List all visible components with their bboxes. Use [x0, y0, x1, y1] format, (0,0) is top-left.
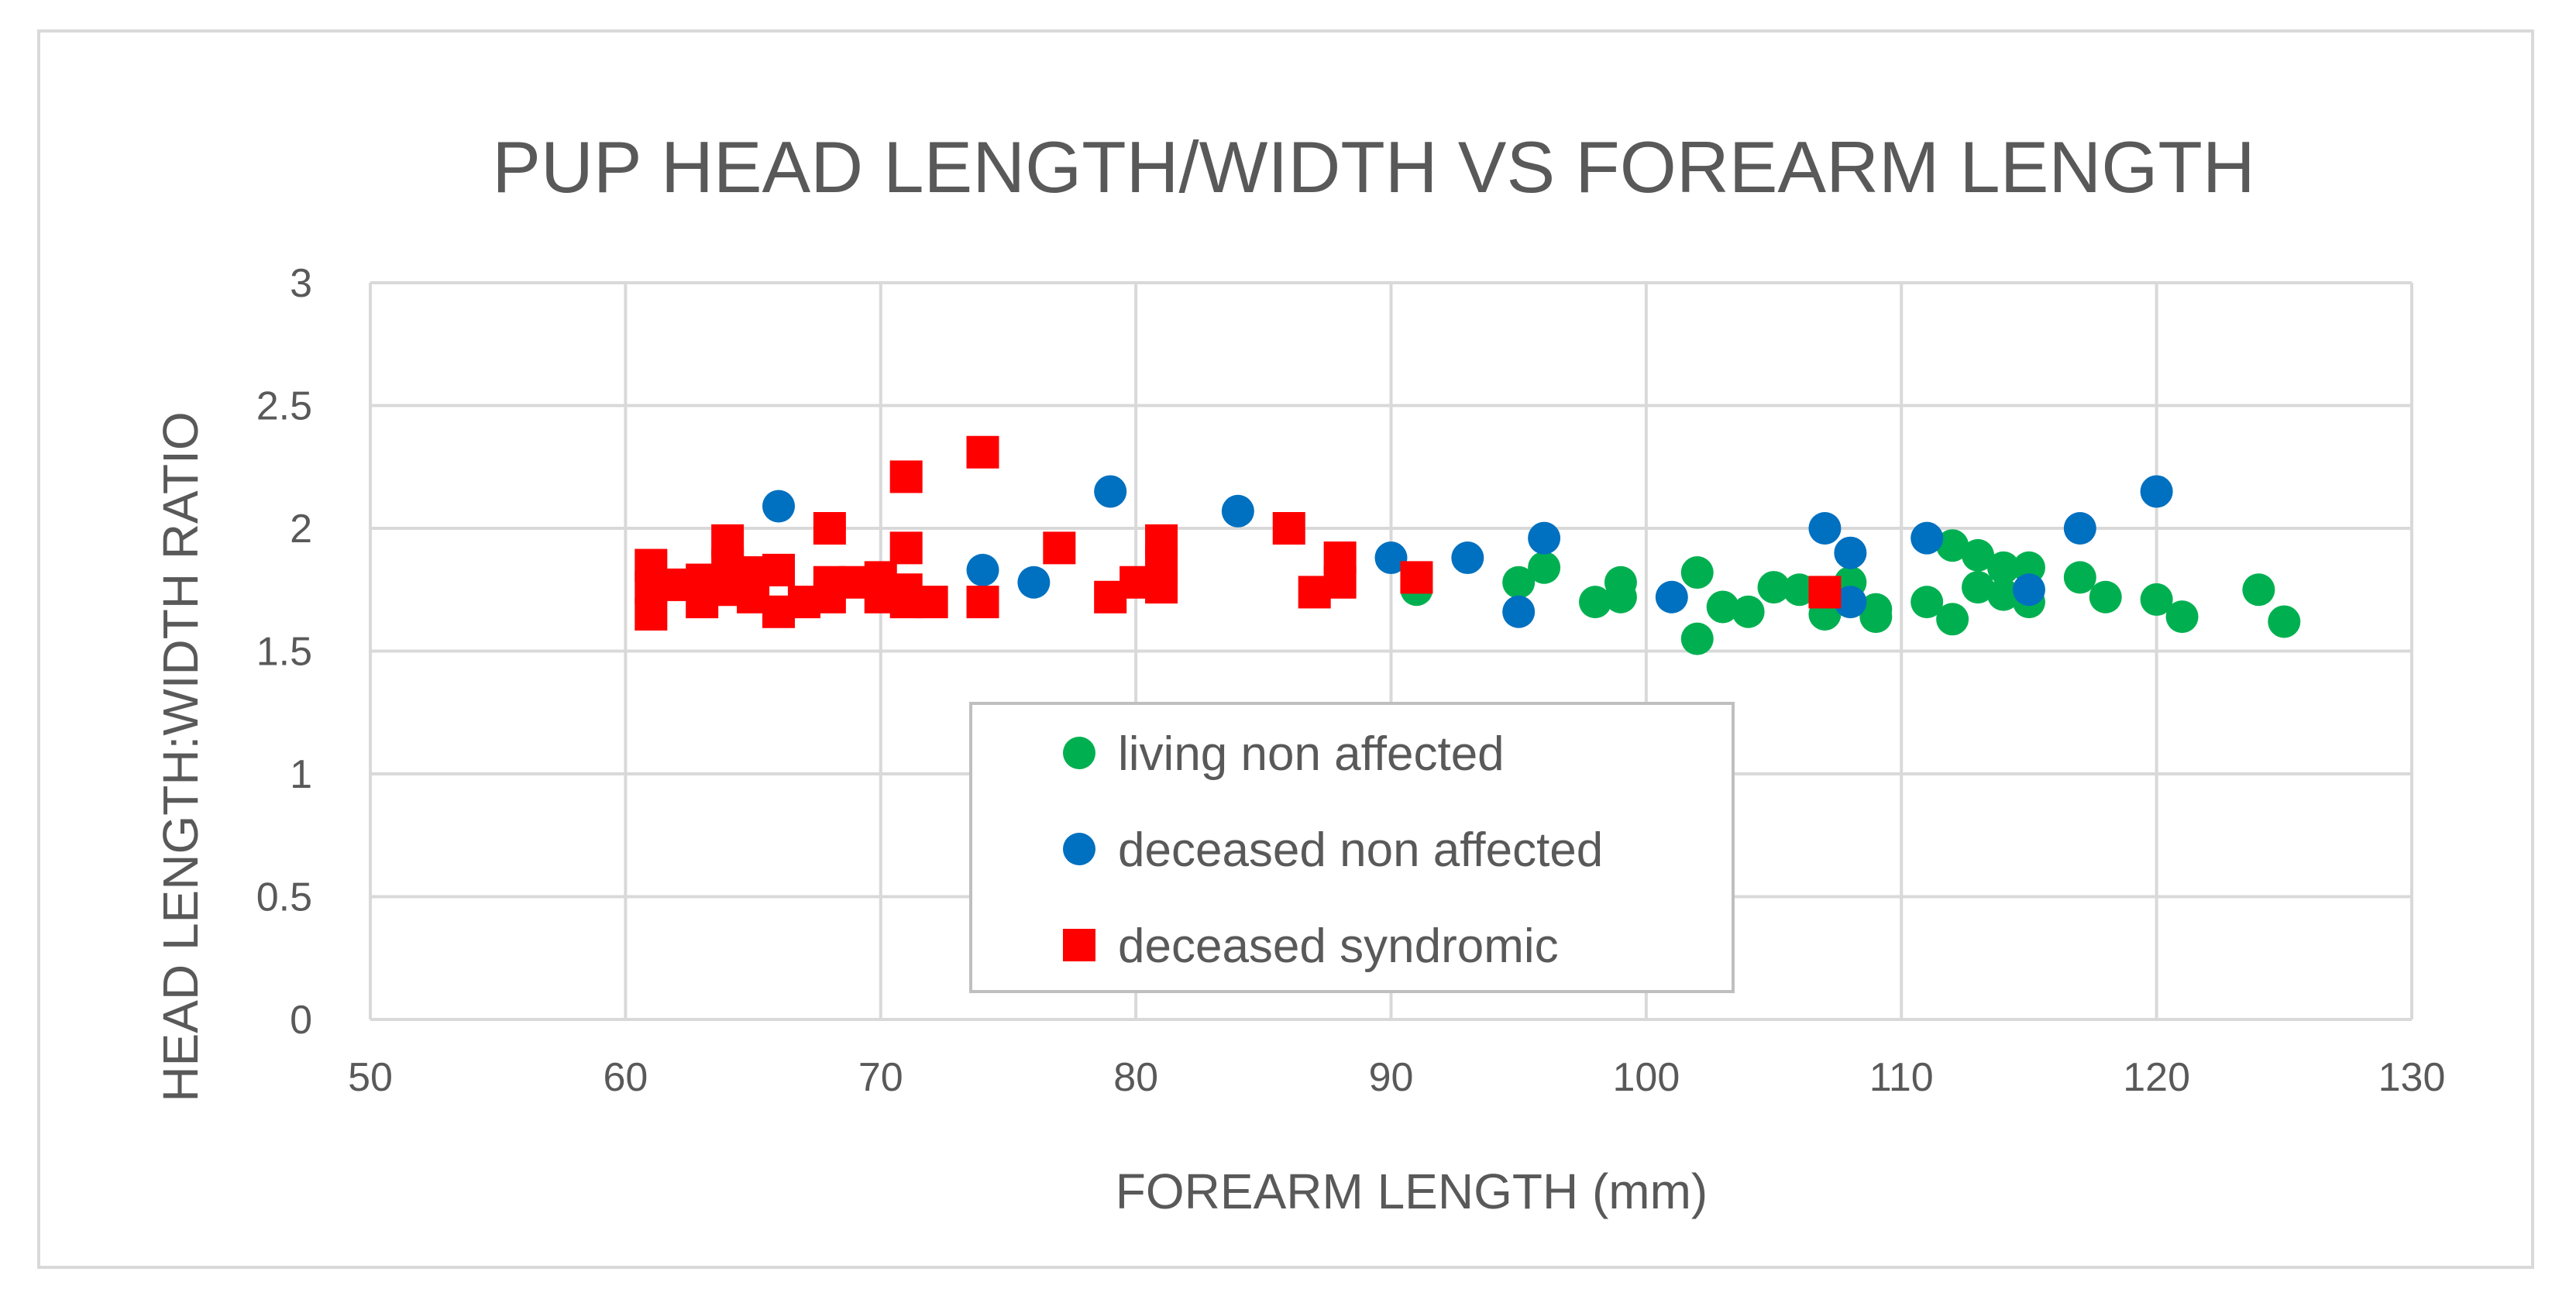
data-point: [1834, 536, 1867, 569]
x-tick-label: 90: [1369, 1055, 1414, 1100]
data-point: [1706, 590, 1739, 624]
plot-points: [635, 435, 2301, 655]
x-tick-label: 60: [603, 1055, 648, 1100]
data-point: [1043, 531, 1076, 565]
y-axis-title: HEAD LENGTH:WIDTH RATIO: [153, 411, 208, 1102]
y-tick-label: 2: [290, 507, 312, 552]
data-point: [1911, 586, 1944, 619]
chart-frame: [37, 29, 2534, 1269]
data-point: [1323, 565, 1357, 599]
legend-label: living non affected: [1118, 727, 1505, 781]
legend-marker: [1063, 833, 1095, 865]
data-point: [1502, 565, 1536, 599]
y-tick-label: 0: [290, 998, 312, 1043]
data-point: [2063, 512, 2096, 545]
legend: living non affected deceased non affected…: [969, 702, 1735, 993]
data-point: [966, 586, 999, 619]
data-point: [1732, 595, 1765, 628]
legend-label: deceased syndromic: [1118, 920, 1559, 973]
legend-marker: [1063, 929, 1095, 961]
y-tick-label: 1.5: [256, 630, 312, 675]
data-point: [1680, 622, 1714, 655]
data-point: [915, 586, 948, 619]
legend-entries: living non affected deceased non affected…: [1063, 727, 1603, 973]
x-axis-tick-labels: 50 60 70 80 90 100 110 120 130: [348, 1055, 2445, 1100]
data-point: [1451, 541, 1484, 575]
data-point: [1962, 571, 1995, 604]
data-point: [1987, 578, 2020, 611]
data-point: [1579, 586, 1611, 619]
data-point: [2089, 580, 2122, 614]
data-point: [1808, 512, 1842, 545]
data-point: [1528, 521, 1561, 555]
x-tick-label: 130: [2378, 1055, 2446, 1100]
y-tick-label: 1: [290, 752, 312, 797]
x-tick-label: 120: [2123, 1055, 2190, 1100]
data-point: [2242, 573, 2275, 607]
data-point: [2268, 605, 2301, 638]
data-point: [1808, 576, 1842, 609]
data-point: [2012, 573, 2045, 607]
data-point: [1757, 571, 1790, 604]
legend-box: [969, 702, 1735, 993]
data-point: [1911, 521, 1944, 555]
y-tick-label: 2.5: [256, 384, 312, 429]
legend-marker: [1063, 737, 1095, 769]
data-point: [966, 435, 999, 469]
data-point: [1987, 551, 2020, 584]
y-tick-label: 0.5: [256, 875, 312, 920]
data-point: [1655, 580, 1688, 614]
data-point: [1936, 603, 1969, 636]
data-point: [1783, 573, 1816, 607]
data-point: [966, 553, 999, 586]
data-point: [1145, 571, 1178, 604]
data-point: [1528, 551, 1561, 584]
data-point: [762, 553, 795, 586]
legend-label: deceased non affected: [1118, 823, 1603, 877]
data-point: [1680, 556, 1714, 590]
data-point: [1272, 512, 1305, 545]
x-tick-label: 110: [1869, 1055, 1934, 1100]
data-point: [2140, 475, 2173, 508]
series-1: [762, 475, 2173, 628]
data-point: [1502, 595, 1536, 628]
data-point: [813, 512, 846, 545]
y-axis-tick-labels: 0 0.5 1 1.5 2 2.5 3: [256, 261, 312, 1043]
data-point: [1221, 494, 1254, 528]
data-point: [1859, 600, 1893, 634]
data-point: [1094, 475, 1127, 508]
data-point: [2063, 561, 2096, 594]
data-point: [1604, 565, 1637, 599]
data-point: [635, 597, 668, 631]
x-tick-label: 70: [858, 1055, 903, 1100]
x-axis-title: FOREARM LENGTH (mm): [1116, 1164, 1708, 1219]
y-tick-label: 3: [290, 261, 312, 306]
data-point: [889, 460, 923, 493]
data-point: [2140, 583, 2173, 616]
data-point: [1936, 529, 1969, 562]
series-2: [635, 435, 1842, 631]
x-tick-label: 80: [1113, 1055, 1158, 1100]
x-tick-label: 100: [1612, 1055, 1680, 1100]
data-point: [762, 490, 795, 523]
chart-title: PUP HEAD LENGTH/WIDTH VS FOREARM LENGTH: [492, 126, 2254, 208]
data-point: [1017, 565, 1051, 599]
x-tick-label: 50: [348, 1055, 393, 1100]
data-point: [1400, 561, 1433, 594]
data-point: [1834, 586, 1867, 619]
data-point: [1962, 538, 1995, 572]
data-point: [1374, 541, 1408, 575]
data-point: [2165, 600, 2199, 634]
data-point: [889, 531, 923, 565]
